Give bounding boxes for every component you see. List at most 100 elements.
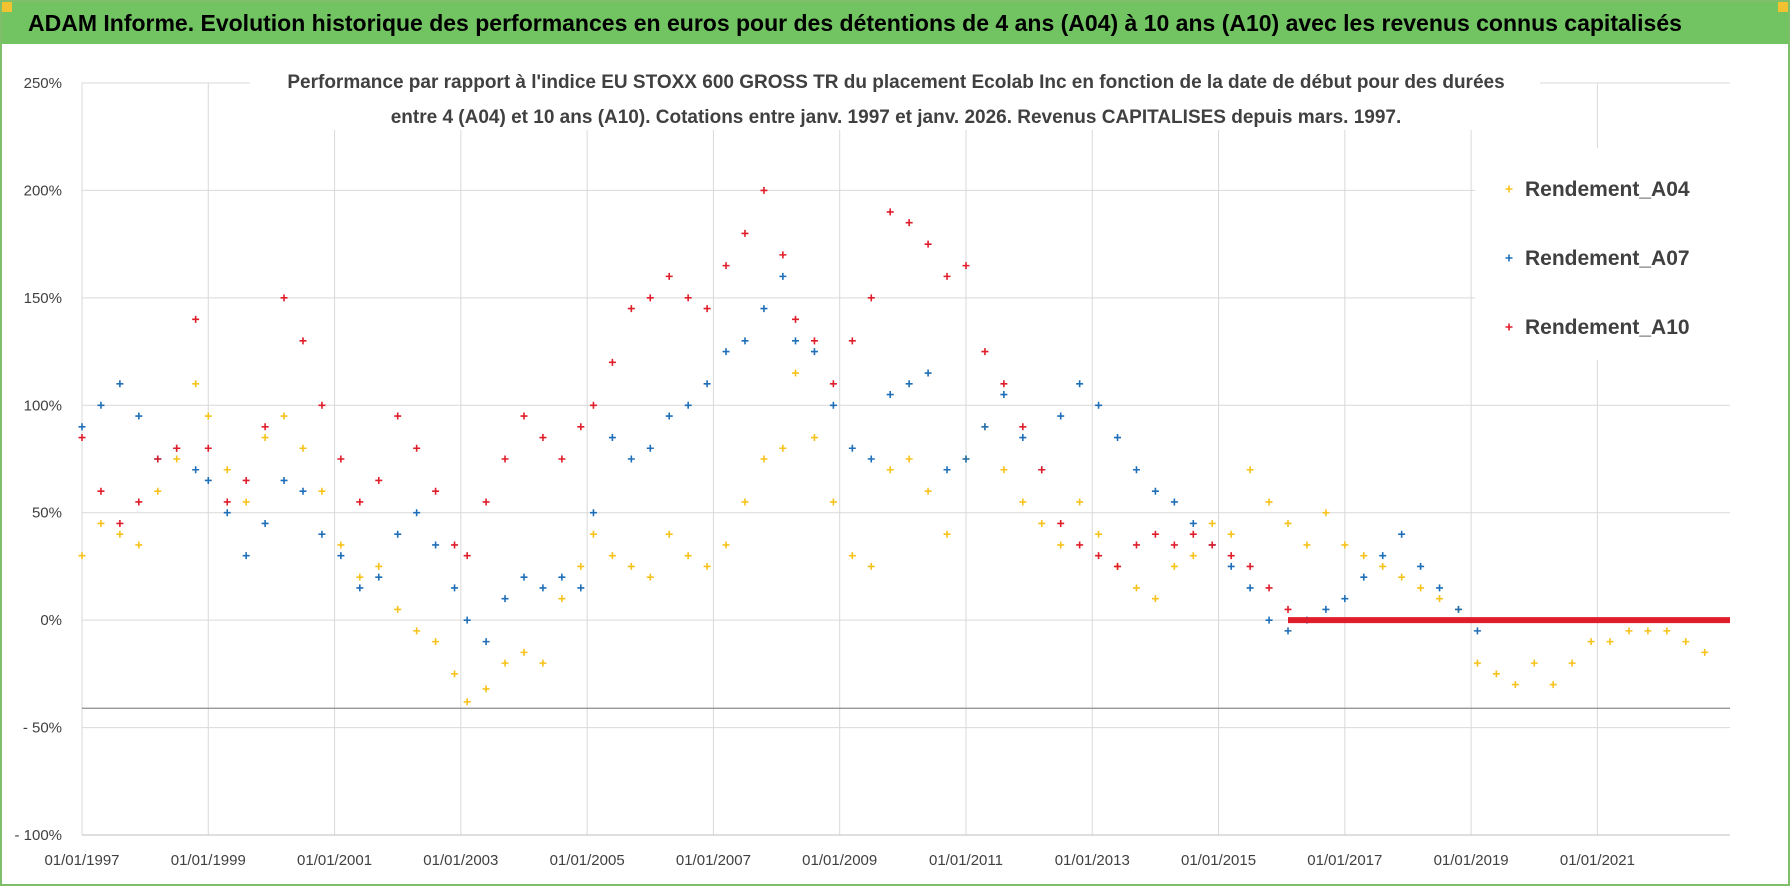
point-a04 — [1076, 498, 1084, 506]
point-a07 — [280, 476, 288, 484]
point-a04 — [867, 562, 875, 570]
point-a04 — [665, 530, 673, 538]
point-a04 — [1019, 498, 1027, 506]
point-a07 — [1019, 434, 1027, 442]
x-tick-label: 01/01/2013 — [1055, 852, 1130, 869]
point-a10 — [684, 294, 692, 302]
point-a04 — [318, 487, 326, 495]
point-a04 — [1568, 659, 1576, 667]
point-a10 — [703, 305, 711, 313]
point-a07 — [829, 401, 837, 409]
legend-label-a10: Rendement_A10 — [1525, 316, 1690, 339]
point-a10 — [1265, 584, 1273, 592]
corner-mark-left — [2, 2, 12, 12]
point-a04 — [204, 412, 212, 420]
point-a07 — [741, 337, 749, 345]
point-a07 — [1454, 605, 1462, 613]
point-a07 — [665, 412, 673, 420]
point-a10 — [905, 219, 913, 227]
point-a04 — [539, 659, 547, 667]
point-a04 — [242, 498, 250, 506]
point-a04 — [432, 638, 440, 646]
point-a10 — [1170, 541, 1178, 549]
y-tick-label: 50% — [32, 505, 62, 522]
point-a10 — [539, 434, 547, 442]
point-a07 — [116, 380, 124, 388]
x-tick-label: 01/01/2001 — [297, 852, 372, 869]
point-a04 — [1322, 509, 1330, 517]
point-a04 — [646, 573, 654, 581]
point-a07 — [558, 573, 566, 581]
point-a10 — [242, 476, 250, 484]
point-a10 — [261, 423, 269, 431]
point-a10 — [1227, 552, 1235, 560]
point-a04 — [1436, 595, 1444, 603]
point-a04 — [116, 530, 124, 538]
point-a04 — [482, 685, 490, 693]
point-a10 — [1151, 530, 1159, 538]
point-a07 — [1151, 487, 1159, 495]
point-a07 — [962, 455, 970, 463]
point-a07 — [905, 380, 913, 388]
point-a04 — [192, 380, 200, 388]
point-a10 — [1246, 562, 1254, 570]
point-a10 — [299, 337, 307, 345]
point-a10 — [204, 444, 212, 452]
point-a10 — [943, 272, 951, 280]
point-a04 — [261, 434, 269, 442]
point-a07 — [539, 584, 547, 592]
point-a10 — [646, 294, 654, 302]
point-a07 — [261, 519, 269, 527]
point-a07 — [192, 466, 200, 474]
x-tick-label: 01/01/2019 — [1434, 852, 1509, 869]
x-tick-label: 01/01/2009 — [802, 852, 877, 869]
point-a10 — [1095, 552, 1103, 560]
point-a07 — [779, 272, 787, 280]
point-a07 — [501, 595, 509, 603]
point-a10 — [318, 401, 326, 409]
point-a04 — [97, 519, 105, 527]
point-a07 — [792, 337, 800, 345]
point-a07 — [981, 423, 989, 431]
y-tick-label: 250% — [24, 75, 62, 92]
point-a07 — [375, 573, 383, 581]
point-a04 — [375, 562, 383, 570]
y-tick-label: - 100% — [14, 827, 62, 844]
point-a07 — [760, 305, 768, 313]
point-a07 — [867, 455, 875, 463]
point-a07 — [1246, 584, 1254, 592]
point-a04 — [1417, 584, 1425, 592]
point-a04 — [501, 659, 509, 667]
y-tick-label: - 50% — [23, 720, 62, 737]
point-a04 — [760, 455, 768, 463]
point-a10 — [981, 348, 989, 356]
point-a10 — [665, 272, 673, 280]
point-a07 — [204, 476, 212, 484]
point-a10 — [1057, 519, 1065, 527]
point-a07 — [1436, 584, 1444, 592]
point-a07 — [1398, 530, 1406, 538]
x-tick-label: 01/01/2011 — [929, 852, 1003, 869]
point-a10 — [829, 380, 837, 388]
point-a07 — [1057, 412, 1065, 420]
point-a07 — [577, 584, 585, 592]
point-a07 — [1284, 627, 1292, 635]
point-a10 — [1132, 541, 1140, 549]
chart-title-line-1: Performance par rapport à l'indice EU ST… — [287, 72, 1504, 93]
point-a07 — [1095, 401, 1103, 409]
x-tick-label: 01/01/2007 — [676, 852, 751, 869]
data-points — [78, 186, 1730, 706]
point-a04 — [154, 487, 162, 495]
point-a07 — [223, 509, 231, 517]
point-a10 — [192, 315, 200, 323]
point-a10 — [558, 455, 566, 463]
chart-title-line-2: entre 4 (A04) et 10 ans (A10). Cotations… — [391, 107, 1402, 128]
point-a10 — [589, 401, 597, 409]
point-a07 — [1170, 498, 1178, 506]
point-a04 — [223, 466, 231, 474]
point-a10 — [223, 498, 231, 506]
point-a04 — [78, 552, 86, 560]
banner-title: ADAM Informe. Evolution historique des p… — [2, 2, 1788, 44]
point-a04 — [1265, 498, 1273, 506]
